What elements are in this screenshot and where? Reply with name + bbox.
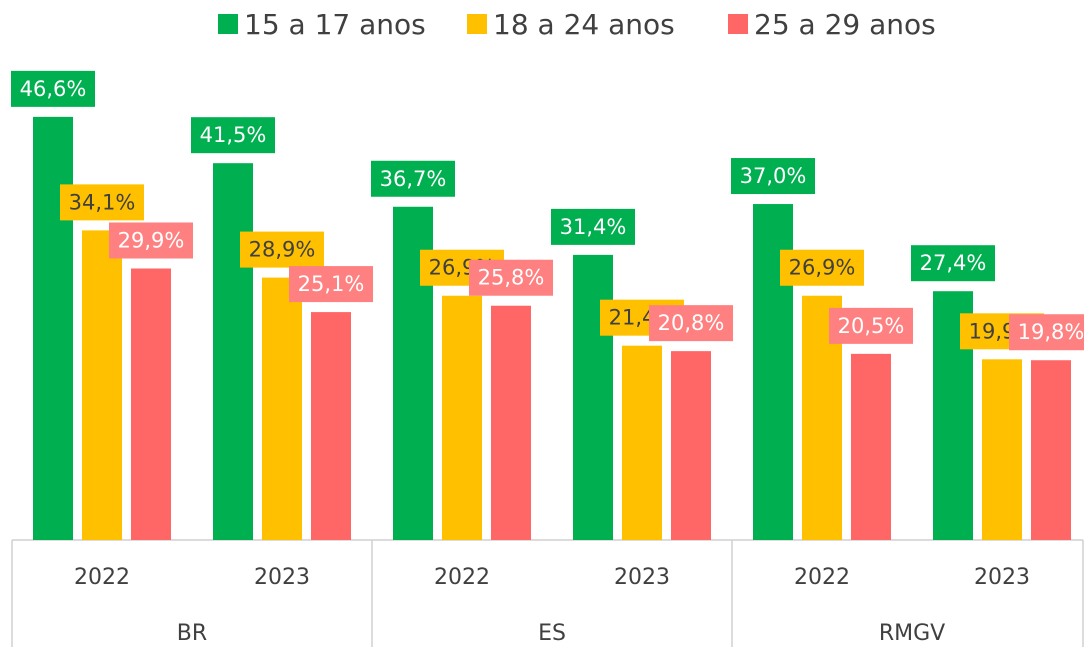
data-label: 34,1% <box>69 190 136 214</box>
bar <box>1031 360 1071 540</box>
x-tick-label: 2022 <box>74 565 130 590</box>
group-label: ES <box>538 621 566 646</box>
legend-swatch <box>728 14 748 34</box>
bar <box>442 295 482 540</box>
data-label: 41,5% <box>200 123 267 147</box>
data-label-box <box>240 231 324 268</box>
legend-swatch <box>467 14 487 34</box>
data-label-box <box>731 158 815 195</box>
bar <box>851 353 891 540</box>
data-label-box <box>60 184 144 221</box>
bar <box>982 359 1022 540</box>
legend-swatch <box>218 14 238 34</box>
bar <box>82 230 122 540</box>
bar <box>622 345 662 540</box>
data-label: 46,6% <box>20 77 87 101</box>
legend-label: 18 a 24 anos <box>493 8 675 41</box>
data-label: 28,9% <box>249 238 316 262</box>
bar <box>311 312 351 540</box>
data-label-box <box>11 70 95 107</box>
data-label-box <box>649 305 733 342</box>
group-label: RMGV <box>879 621 945 646</box>
data-label: 31,4% <box>560 215 627 239</box>
legend-label: 25 a 29 anos <box>754 8 936 41</box>
group-label: BR <box>177 621 207 646</box>
data-label: 26,9% <box>789 256 856 280</box>
data-label-box <box>829 307 913 344</box>
data-label: 25,8% <box>478 266 545 290</box>
bar <box>33 116 73 540</box>
x-tick-label: 2023 <box>614 565 670 590</box>
data-label: 20,5% <box>838 314 905 338</box>
data-label-box <box>780 249 864 286</box>
data-label-box <box>109 222 193 259</box>
data-label: 37,0% <box>740 164 807 188</box>
x-tick-label: 2023 <box>254 565 310 590</box>
bar <box>262 277 302 540</box>
bar <box>491 305 531 540</box>
data-label: 29,9% <box>118 229 185 253</box>
data-label-box <box>911 245 995 282</box>
data-label-box <box>371 160 455 197</box>
x-tick-label: 2023 <box>974 565 1030 590</box>
data-label: 36,7% <box>380 167 447 191</box>
x-tick-label: 2022 <box>434 565 490 590</box>
bar <box>573 254 613 540</box>
data-label-box <box>1009 314 1084 351</box>
data-label-box <box>469 259 553 296</box>
bar <box>671 351 711 540</box>
bar <box>213 163 253 540</box>
data-label-box <box>191 117 275 154</box>
data-label-box <box>289 266 373 303</box>
data-label: 19,8% <box>1018 320 1084 344</box>
x-tick-label: 2022 <box>794 565 850 590</box>
data-label-box <box>551 208 635 245</box>
legend-label: 15 a 17 anos <box>244 8 426 41</box>
data-label: 25,1% <box>298 272 365 296</box>
data-label: 20,8% <box>658 311 725 335</box>
bar <box>131 268 171 540</box>
data-label: 27,4% <box>920 251 987 275</box>
